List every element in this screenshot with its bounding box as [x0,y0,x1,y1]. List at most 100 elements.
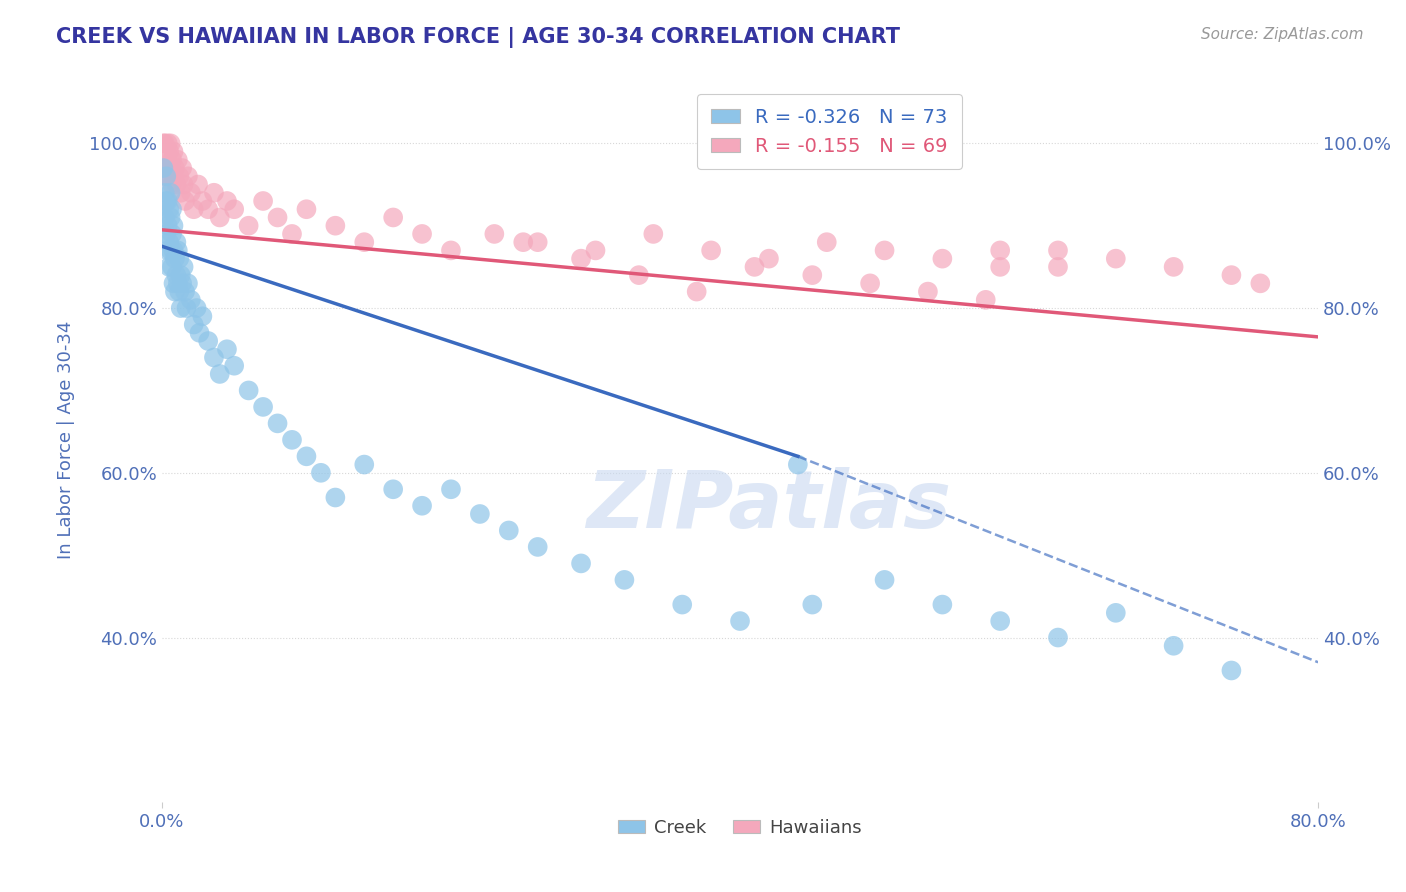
Point [165,235,187,249]
Point [526,540,548,554]
Point [468,507,491,521]
Point [202,351,225,365]
Point [159,136,181,151]
Point [162,277,184,291]
Point [170,186,193,200]
Point [859,277,882,291]
Point [238,384,260,398]
Point [183,318,205,332]
Point [183,202,205,217]
Point [411,499,433,513]
Point [224,202,246,217]
Point [498,524,520,538]
Point [484,227,506,241]
Point [157,145,180,159]
Point [208,367,231,381]
Point [191,194,214,208]
Point [325,219,347,233]
Point [643,227,665,241]
Point [353,235,375,249]
Point [873,573,896,587]
Point [165,178,187,192]
Point [281,227,304,241]
Point [295,202,318,217]
Point [163,285,186,299]
Point [174,285,197,299]
Point [1046,260,1069,274]
Point [157,169,180,184]
Point [208,211,231,225]
Point [526,235,548,249]
Point [170,301,193,315]
Point [163,161,186,175]
Point [931,598,953,612]
Point [1220,268,1243,282]
Legend: Creek, Hawaiians: Creek, Hawaiians [610,812,869,844]
Point [160,227,183,241]
Point [166,244,188,258]
Point [156,194,179,208]
Point [157,260,180,274]
Point [159,211,181,225]
Point [156,161,179,175]
Point [176,301,198,315]
Text: CREEK VS HAWAIIAN IN LABOR FORCE | AGE 30-34 CORRELATION CHART: CREEK VS HAWAIIAN IN LABOR FORCE | AGE 3… [56,27,900,48]
Point [281,433,304,447]
Point [187,178,209,192]
Point [197,202,219,217]
Point [180,186,202,200]
Text: ZIPatlas: ZIPatlas [586,467,952,545]
Point [153,136,176,151]
Point [988,244,1011,258]
Point [157,235,180,249]
Point [382,483,405,497]
Point [173,260,195,274]
Point [974,293,997,307]
Point [163,252,186,266]
Point [728,614,751,628]
Point [1105,252,1128,266]
Point [758,252,780,266]
Point [325,491,347,505]
Point [1046,244,1069,258]
Point [786,458,808,472]
Point [159,161,181,175]
Point [671,598,693,612]
Point [162,145,184,159]
Point [156,219,179,233]
Point [440,483,463,497]
Point [159,244,181,258]
Point [1046,631,1069,645]
Text: Source: ZipAtlas.com: Source: ZipAtlas.com [1201,27,1364,42]
Point [166,277,188,291]
Point [174,194,197,208]
Point [160,260,183,274]
Point [215,194,238,208]
Point [169,169,191,184]
Point [988,260,1011,274]
Point [309,466,332,480]
Point [224,359,246,373]
Point [686,285,709,299]
Point [153,186,176,200]
Point [1163,260,1185,274]
Point [585,244,607,258]
Point [162,244,184,258]
Point [197,334,219,348]
Point [266,211,288,225]
Point [177,169,200,184]
Point [801,598,824,612]
Point [155,169,177,184]
Point [1163,639,1185,653]
Point [873,244,896,258]
Point [160,202,183,217]
Point [157,202,180,217]
Point [266,417,288,431]
Point [988,614,1011,628]
Point [931,252,953,266]
Point [215,343,238,357]
Point [382,211,405,225]
Point [156,136,179,151]
Point [160,153,183,167]
Point [170,268,193,282]
